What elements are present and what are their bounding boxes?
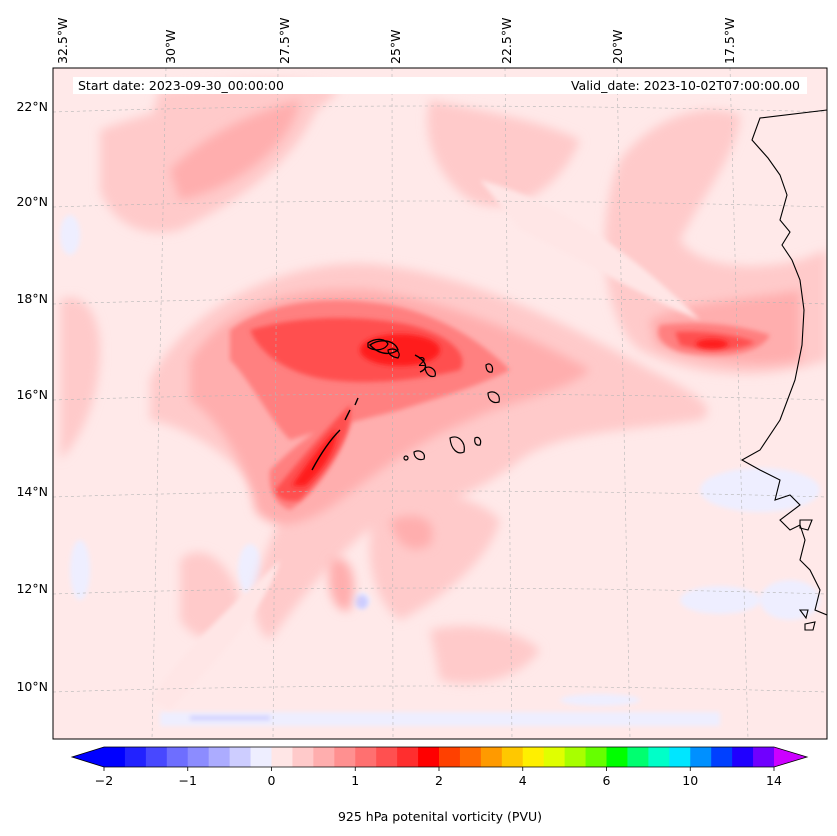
africa-coastline	[740, 109, 827, 631]
colorbar-extend-min	[72, 747, 104, 767]
cape-verde-islands	[367, 338, 500, 461]
colorbar: −2 −1 0 1 2 4 6 10 14 925 hPa potenital vorticit…	[70, 746, 809, 824]
colorbar-tick-label: 0	[268, 773, 276, 788]
lon-label-30w: 30°W	[163, 29, 178, 64]
colorbar-swatch	[250, 747, 272, 767]
colorbar-swatch	[418, 747, 440, 767]
colorbar-swatch	[124, 747, 147, 767]
colorbar-tick-label: 1	[351, 773, 359, 788]
colorbar-swatch	[753, 747, 775, 767]
map-area: 2 Start date: 2023-09-30_00:00:00 Valid_…	[53, 68, 827, 739]
lat-label-14n: 14°N	[16, 484, 48, 499]
colorbar-swatch	[334, 747, 356, 767]
lat-label-10n: 10°N	[16, 679, 48, 694]
lat-label-22n: 22°N	[16, 99, 48, 114]
colorbar-swatch	[522, 747, 545, 767]
colorbar-tick-label: 10	[682, 773, 698, 788]
colorbar-swatches	[104, 747, 775, 767]
lon-label-25w: 25°W	[388, 29, 403, 64]
colorbar-swatch	[208, 747, 231, 767]
colorbar-swatch	[313, 747, 335, 767]
colorbar-tick-label: −2	[95, 773, 113, 788]
colorbar-swatch	[648, 747, 670, 767]
colorbar-swatch	[104, 747, 126, 767]
colorbar-swatch	[166, 747, 189, 767]
island-santiago	[449, 436, 465, 454]
colorbar-tick-label: −1	[179, 773, 197, 788]
lat-label-18n: 18°N	[16, 291, 48, 306]
colorbar-swatch	[271, 747, 293, 767]
island-fogo	[413, 450, 425, 461]
colorbar-swatch	[690, 747, 712, 767]
colorbar-swatch	[292, 747, 314, 767]
pv-field	[60, 80, 827, 726]
lon-label-22-5w: 22.5°W	[499, 18, 514, 64]
colorbar-tick-label: 2	[435, 773, 443, 788]
colorbar-swatch	[439, 747, 461, 767]
pv-2-contour	[311, 340, 427, 471]
colorbar-swatch	[585, 747, 607, 767]
colorbar-ticks: −2 −1 0 1 2 4 6 10 14	[95, 767, 782, 788]
lon-label-27-5w: 27.5°W	[277, 18, 292, 64]
latitude-labels: 22°N 20°N 18°N 16°N 14°N 12°N 10°N	[16, 99, 48, 694]
colorbar-swatch	[732, 747, 754, 767]
colorbar-swatch	[355, 747, 377, 767]
island-sal	[485, 363, 494, 373]
island-maio	[474, 436, 482, 446]
colorbar-swatch	[397, 747, 419, 767]
lat-label-20n: 20°N	[16, 194, 48, 209]
colorbar-tick-label: 14	[766, 773, 782, 788]
longitude-labels: 32.5°W 30°W 27.5°W 25°W 22.5°W 20°W 17.5…	[55, 18, 737, 64]
valid-date-label: Valid_date: 2023-10-02T07:00:00.00	[571, 78, 800, 93]
lon-label-20w: 20°W	[610, 29, 625, 64]
island-sao-nicolau	[424, 366, 436, 378]
colorbar-extend-max	[774, 747, 807, 767]
info-banner: Start date: 2023-09-30_00:00:00 Valid_da…	[73, 77, 807, 94]
island-sao-vicente	[387, 348, 400, 359]
colorbar-swatch	[229, 747, 251, 767]
colorbar-swatch	[564, 747, 586, 767]
pv-contour-label: 2	[418, 354, 426, 369]
colorbar-swatch	[187, 747, 210, 767]
colorbar-swatch	[669, 747, 691, 767]
lon-label-17-5w: 17.5°W	[722, 18, 737, 64]
lat-label-12n: 12°N	[16, 581, 48, 596]
colorbar-swatch	[606, 747, 628, 767]
colorbar-tick-label: 6	[603, 773, 611, 788]
lon-label-32-5w: 32.5°W	[55, 18, 70, 64]
start-date-label: Start date: 2023-09-30_00:00:00	[78, 78, 284, 93]
colorbar-swatch	[459, 747, 482, 767]
island-brava	[403, 455, 409, 461]
graticule	[53, 68, 827, 739]
colorbar-swatch	[501, 747, 524, 767]
colorbar-swatch	[543, 747, 566, 767]
colorbar-label: 925 hPa potenital vorticity (PVU)	[338, 809, 542, 824]
colorbar-swatch	[627, 747, 649, 767]
island-boa-vista	[487, 391, 500, 404]
colorbar-swatch	[376, 747, 398, 767]
colorbar-tick-label: 4	[519, 773, 527, 788]
map-frame	[52, 67, 828, 740]
lat-label-16n: 16°N	[16, 387, 48, 402]
island-santo-antao	[367, 338, 389, 351]
colorbar-swatch	[145, 747, 168, 767]
colorbar-swatch	[480, 747, 503, 767]
colorbar-swatch	[711, 747, 733, 767]
